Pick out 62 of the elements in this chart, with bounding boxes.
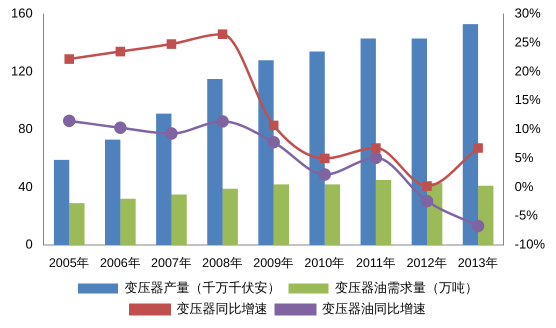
- y2-tick-label: 25%: [514, 34, 542, 50]
- y2-tick-label: 20%: [514, 63, 542, 78]
- y-tick-label: 0: [25, 236, 33, 252]
- bar: [324, 184, 340, 245]
- point: [371, 143, 381, 153]
- x-tick-label: 2008年: [202, 256, 243, 270]
- point: [267, 136, 280, 148]
- legend-label: 变压器油同比增速: [322, 301, 426, 316]
- x-tick-label: 2013年: [458, 256, 499, 270]
- point: [268, 120, 278, 130]
- x-tick-label: 2011年: [356, 256, 396, 270]
- y2-tick-label: -10%: [514, 236, 546, 252]
- bar: [171, 194, 187, 245]
- y2-tick-label: 5%: [514, 150, 534, 165]
- y2-tick-label: 15%: [514, 92, 542, 108]
- x-tick-label: 2010年: [304, 256, 346, 270]
- bar: [274, 184, 290, 245]
- point: [218, 29, 228, 39]
- y-tick-label: 80: [18, 121, 33, 136]
- bar: [105, 140, 120, 245]
- y-tick-label: 40: [18, 178, 33, 194]
- bar: [462, 24, 478, 245]
- point: [165, 127, 178, 140]
- y2-tick-label: 0%: [514, 178, 534, 194]
- point: [422, 181, 432, 191]
- y2-tick-label: -5%: [514, 208, 538, 223]
- bar: [207, 78, 223, 245]
- y-tick-label: 160: [10, 6, 33, 21]
- y-tick-label: 120: [10, 63, 33, 78]
- bar: [120, 198, 136, 245]
- point: [420, 194, 434, 208]
- bar: [309, 52, 325, 245]
- point: [62, 114, 76, 128]
- bar: [69, 203, 85, 245]
- legend-label: 变压器油需求量（万吨）: [335, 280, 478, 296]
- point: [320, 154, 330, 164]
- bar: [156, 114, 172, 245]
- point: [114, 122, 127, 134]
- y2-tick-label: 30%: [514, 6, 542, 21]
- point: [116, 46, 126, 56]
- point: [318, 168, 332, 181]
- bar: [360, 38, 376, 245]
- bar: [412, 38, 427, 245]
- bar: [54, 160, 70, 245]
- point: [216, 115, 229, 128]
- point: [166, 39, 176, 49]
- y2-tick-label: 10%: [514, 121, 542, 136]
- point: [64, 54, 74, 64]
- point: [472, 220, 484, 232]
- x-tick-label: 2005年: [48, 256, 90, 270]
- x-tick-label: 2012年: [406, 256, 448, 270]
- legend-label: 变压器同比增速: [176, 301, 268, 316]
- bar: [222, 188, 238, 245]
- bar: [258, 60, 274, 245]
- x-tick-label: 2009年: [253, 256, 294, 270]
- x-tick-label: 2006年: [100, 256, 141, 270]
- bar: [478, 186, 494, 245]
- legend-label: 变压器产量（千万千伏安）: [124, 280, 280, 296]
- bar: [376, 180, 392, 245]
- point: [473, 143, 483, 153]
- x-tick-label: 2007年: [151, 256, 192, 270]
- point: [370, 152, 382, 164]
